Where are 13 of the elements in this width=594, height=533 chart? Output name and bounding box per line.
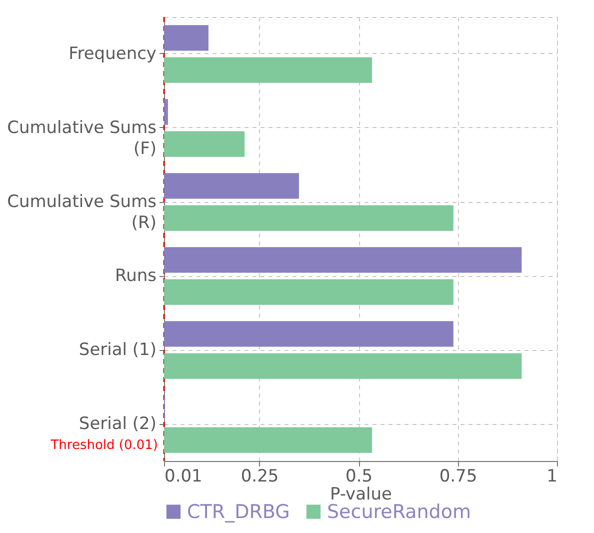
x-tick-label: 0.75 xyxy=(439,466,478,486)
y-tick-label: Runs xyxy=(115,266,157,286)
y-tick-label: Serial (1) xyxy=(78,340,156,360)
x-tick-label: 0.25 xyxy=(240,466,279,486)
y-tick-label: Serial (2) xyxy=(78,414,156,434)
x-tick-label: 1 xyxy=(546,466,558,486)
ref-line-label: Threshold (0.01) xyxy=(50,438,158,453)
y-tick-label: Frequency xyxy=(68,44,156,64)
x-tick-label: 0.5 xyxy=(345,466,373,486)
legend-label: CTR_DRBG xyxy=(187,500,290,523)
y-tick-label: Cumulative Sums (R) xyxy=(7,192,157,233)
y-tick-label: Cumulative Sums (F) xyxy=(7,118,157,159)
x-tick-label: 0.01 xyxy=(164,466,202,486)
